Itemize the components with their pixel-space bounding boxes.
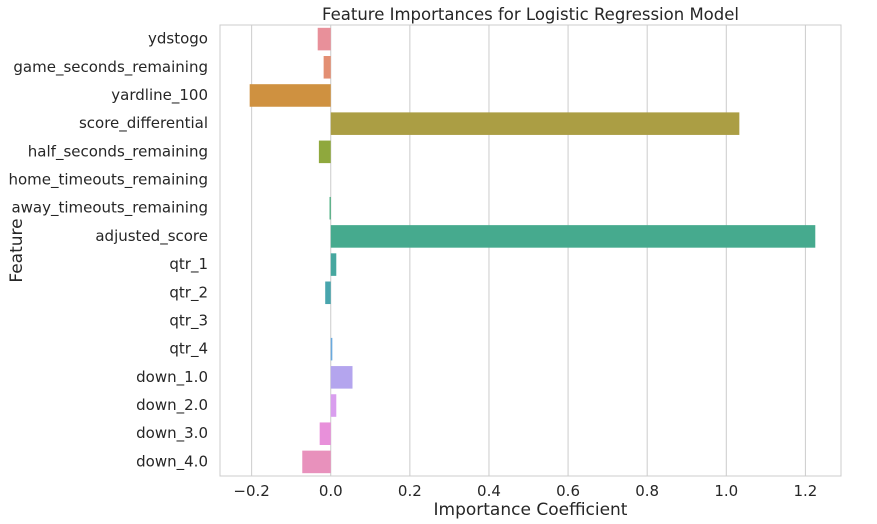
bar-ydstogo — [317, 27, 331, 51]
bar-down_2.0 — [330, 394, 337, 417]
bar-adjusted_score — [330, 225, 816, 248]
x-axis-title: Importance Coefficient — [434, 500, 628, 520]
y-tick-label: down_1.0 — [136, 368, 208, 387]
y-tick-label: yardline_100 — [111, 86, 208, 105]
y-tick-label: game_seconds_remaining — [13, 58, 208, 77]
y-tick-label: down_2.0 — [136, 396, 208, 415]
x-tick-label: −0.2 — [233, 482, 269, 500]
y-axis-title: Feature — [7, 218, 27, 282]
y-tick-label: qtr_2 — [169, 283, 208, 302]
bar-away_timeouts_remaining — [329, 196, 331, 220]
bar-qtr_1 — [330, 253, 337, 276]
bar-qtr_2 — [325, 281, 331, 305]
y-tick-label: down_3.0 — [136, 424, 208, 443]
x-tick-label: 0.6 — [556, 482, 580, 500]
x-tick-label: 0.2 — [398, 482, 422, 500]
y-tick-label: home_timeouts_remaining — [8, 171, 208, 190]
bar-yardline_100 — [249, 84, 331, 107]
bar-down_1.0 — [330, 366, 353, 389]
x-tick-label: 1.0 — [714, 482, 738, 500]
y-tick-label: half_seconds_remaining — [28, 142, 208, 161]
y-tick-label: away_timeouts_remaining — [11, 199, 208, 218]
y-tick-label: score_differential — [79, 114, 208, 133]
y-tick-label: qtr_4 — [169, 340, 208, 359]
x-tick-label: 1.2 — [793, 482, 817, 500]
x-tick-label: 0.8 — [635, 482, 659, 500]
y-tick-label: qtr_1 — [169, 255, 208, 274]
bar-qtr_4 — [330, 337, 333, 361]
y-tick-label: adjusted_score — [95, 227, 208, 246]
bar-game_seconds_remaining — [323, 56, 331, 79]
x-tick-label: 0.0 — [319, 482, 343, 500]
bar-down_4.0 — [302, 450, 331, 474]
y-tick-label: down_4.0 — [136, 452, 208, 471]
y-tick-label: qtr_3 — [169, 311, 208, 330]
plot-frame — [219, 24, 842, 477]
chart-title: Feature Importances for Logistic Regress… — [322, 5, 739, 24]
x-tick-label: 0.4 — [477, 482, 501, 500]
y-tick-label: ydstogo — [148, 30, 208, 48]
bar-half_seconds_remaining — [318, 140, 331, 164]
bar-score_differential — [330, 112, 740, 135]
bar-down_3.0 — [319, 422, 331, 445]
